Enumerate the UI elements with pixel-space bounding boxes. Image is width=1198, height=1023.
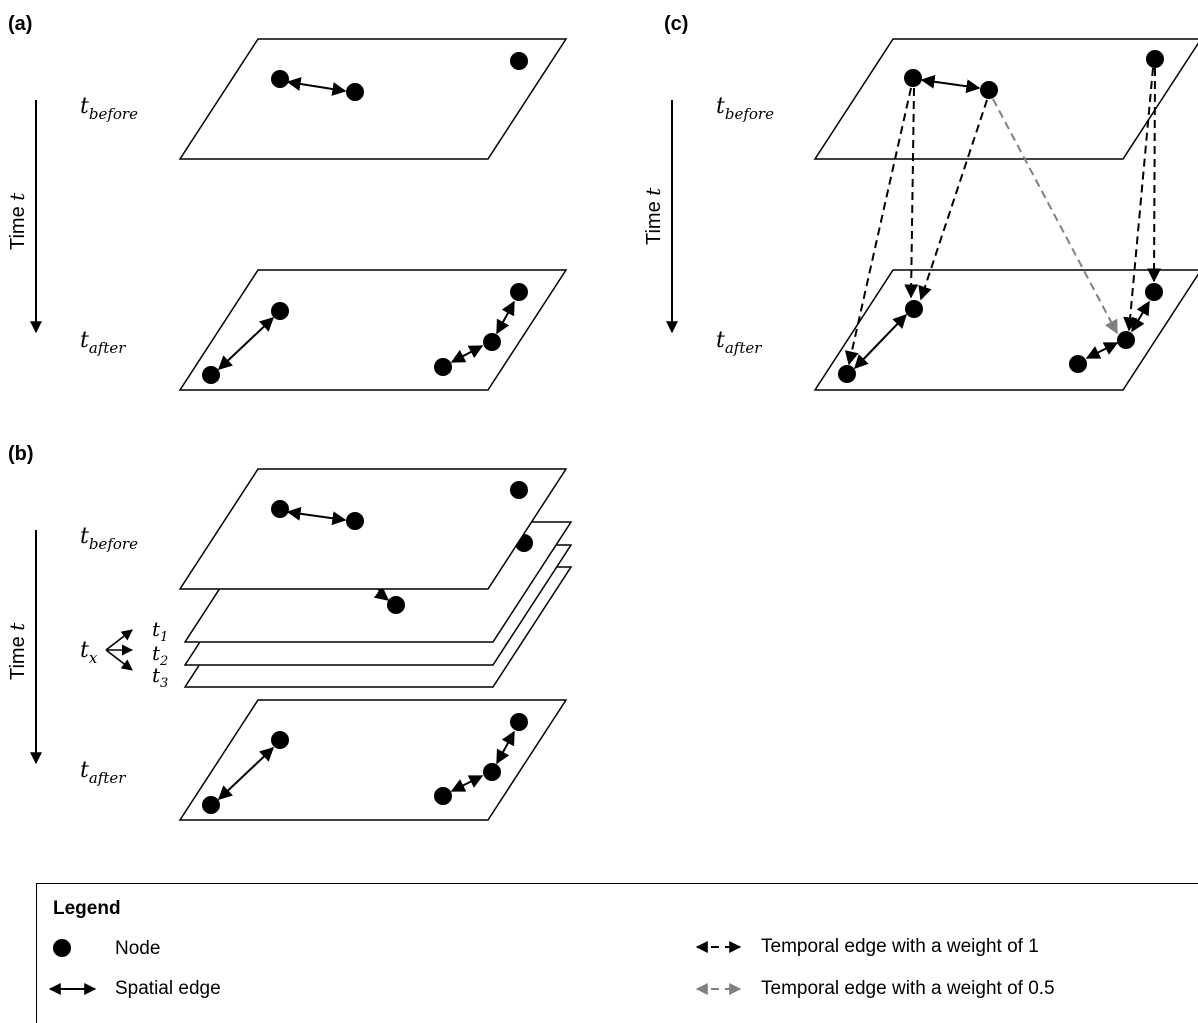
node — [510, 52, 528, 70]
panel-a-label: (a) — [8, 13, 32, 35]
legend: Legend Node Spatial edge Temporal edge w… — [36, 883, 1198, 1023]
panel-b-t-after: tafter — [80, 758, 126, 787]
legend-node-label: Node — [115, 938, 161, 959]
spatial-edge — [1131, 300, 1150, 333]
legend-item-temporal-edge-1: Temporal edge with a weight of 1 — [693, 936, 1039, 958]
panel-b-t-before: tbefore — [80, 524, 138, 553]
node — [271, 70, 289, 88]
temporal-edge-weight-0-5 — [992, 98, 1118, 335]
node — [202, 366, 220, 384]
spatial-edge — [217, 317, 275, 370]
panel-c-label: (c) — [664, 13, 688, 35]
node — [905, 300, 923, 318]
spatial-edge — [286, 77, 347, 96]
node — [483, 763, 501, 781]
legend-item-node: Node — [51, 936, 160, 962]
node — [483, 333, 501, 351]
panel-b-time-axis: Time t — [5, 530, 42, 765]
node — [1117, 331, 1135, 349]
panel-c-t-after: tafter — [716, 328, 762, 357]
panel-b-plane-before — [178, 468, 568, 590]
panel-a-t-before: tbefore — [80, 94, 138, 123]
node — [510, 713, 528, 731]
node — [387, 596, 405, 614]
legend-item-spatial-edge: Spatial edge — [47, 978, 221, 1000]
node — [980, 81, 998, 99]
legend-spatial-edge-label: Spatial edge — [115, 978, 221, 999]
spatial-edge — [854, 313, 907, 370]
legend-temporal-edge-05-label: Temporal edge with a weight of 0.5 — [761, 978, 1055, 999]
panel-b-t-3: t3 — [152, 663, 168, 691]
legend-item-temporal-edge-05: Temporal edge with a weight of 0.5 — [693, 978, 1055, 1000]
spatial-edge — [450, 775, 484, 792]
node — [202, 796, 220, 814]
panel-b-tx-fan: tx t1 t2 t3 — [80, 617, 168, 691]
legend-temporal-edge-1-label: Temporal edge with a weight of 1 — [761, 936, 1039, 957]
node — [838, 365, 856, 383]
node — [271, 731, 289, 749]
panel-a-plane-after — [178, 269, 568, 391]
node — [1146, 50, 1164, 68]
panel-c: (c) Time t tbefore tafter — [641, 13, 1198, 391]
panel-c-time-label: Time t — [641, 187, 665, 245]
node-icon — [53, 939, 71, 957]
panel-a-t-after: tafter — [80, 328, 126, 357]
node — [1145, 283, 1163, 301]
spatial-edge — [450, 345, 484, 363]
panel-b-plane-after — [178, 699, 568, 821]
temporal-edge-weight-1 — [1123, 67, 1154, 332]
panel-b-t-2: t2 — [152, 641, 168, 669]
spatial-edge — [377, 588, 387, 598]
temporal-edge-weight-1 — [918, 99, 988, 301]
node — [271, 500, 289, 518]
temporal-edge-weight-1 — [904, 87, 919, 299]
panel-b-label: (b) — [8, 443, 34, 465]
panel-a: (a) Time t tbefore tafter — [5, 13, 568, 391]
panel-b-t-1: t1 — [152, 617, 168, 645]
node — [434, 787, 452, 805]
panel-c-plane-after — [813, 269, 1198, 391]
spatial-edge — [286, 506, 347, 526]
spatial-edge — [217, 747, 275, 800]
dashed-arrow-icon — [695, 941, 742, 953]
node — [271, 302, 289, 320]
panel-c-time-axis: Time t — [641, 100, 678, 334]
panel-c-plane-before — [813, 38, 1198, 160]
spatial-edge — [373, 586, 390, 601]
node — [904, 69, 922, 87]
node — [346, 83, 364, 101]
spatial-edge — [1085, 342, 1119, 359]
node — [1069, 355, 1087, 373]
gray-dashed-arrow-icon — [695, 983, 742, 995]
node — [510, 283, 528, 301]
spatial-edge — [496, 300, 515, 335]
panel-b-time-label: Time t — [5, 622, 29, 680]
node — [434, 358, 452, 376]
panel-a-plane-before — [178, 38, 568, 160]
spatial-edge — [496, 730, 515, 765]
panel-a-time-label: Time t — [5, 192, 29, 250]
spatial-edge — [920, 74, 981, 94]
node — [346, 512, 364, 530]
panel-b: (b) Time t tbefore tafter tx — [5, 443, 573, 821]
legend-title: Legend — [53, 898, 121, 919]
panel-a-time-axis: Time t — [5, 100, 42, 334]
node — [510, 481, 528, 499]
panel-b-t-x: tx — [80, 638, 98, 667]
panel-c-t-before: tbefore — [716, 94, 774, 123]
spatial-edge-icon — [48, 983, 97, 995]
temporal-edge-weight-1 — [1147, 67, 1162, 283]
